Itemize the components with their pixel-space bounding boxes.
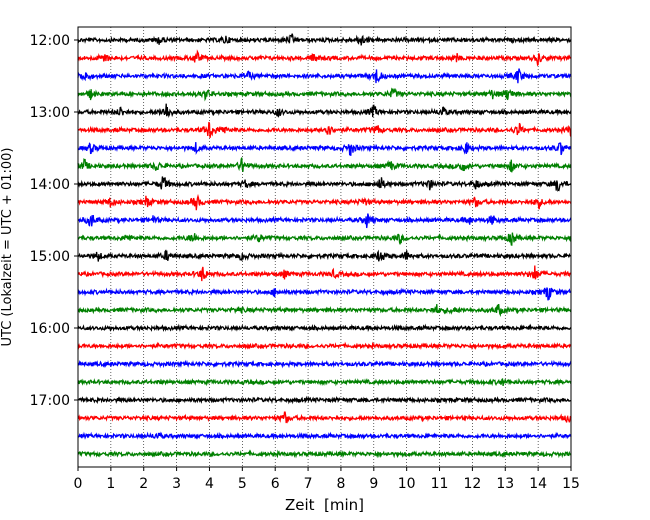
x-axis-label: Zeit [min] xyxy=(285,496,364,514)
x-tick-label: 5 xyxy=(238,476,247,492)
x-tick-label: 0 xyxy=(74,476,83,492)
trace-line xyxy=(77,287,572,301)
trace-line xyxy=(77,232,572,246)
trace-line xyxy=(77,33,572,46)
x-tick-label: 14 xyxy=(529,476,547,492)
vertical-grid xyxy=(110,27,539,467)
plot-frame xyxy=(77,26,572,468)
trace-line xyxy=(77,68,572,84)
y-tick-label: 13:00 xyxy=(30,105,70,121)
y-tick-label: 15:00 xyxy=(30,249,70,265)
y-tick-label: 17:00 xyxy=(30,393,70,409)
x-tick-label: 11 xyxy=(431,476,449,492)
x-tick-label: 7 xyxy=(304,476,313,492)
x-tick-label: 15 xyxy=(562,476,580,492)
trace-line xyxy=(77,157,572,173)
trace-line xyxy=(77,411,572,424)
y-tick-label: 12:00 xyxy=(30,33,70,49)
x-tick-label: 9 xyxy=(369,476,378,492)
trace-line xyxy=(77,377,572,387)
trace-line xyxy=(77,341,572,351)
x-tick-label: 2 xyxy=(139,476,148,492)
trace-line xyxy=(77,265,572,282)
x-tick-label: 13 xyxy=(496,476,514,492)
x-tick-label: 6 xyxy=(271,476,280,492)
trace-line xyxy=(77,176,572,192)
x-tick-label: 8 xyxy=(336,476,345,492)
trace-line xyxy=(77,49,572,67)
trace-line xyxy=(77,142,572,156)
trace-lines xyxy=(77,33,572,459)
trace-line xyxy=(77,213,572,229)
x-tick-label: 3 xyxy=(172,476,181,492)
x-tick-label: 10 xyxy=(398,476,416,492)
trace-line xyxy=(77,449,572,459)
trace-line xyxy=(77,304,572,318)
x-tick-label: 12 xyxy=(463,476,481,492)
y-tick-label: 16:00 xyxy=(30,321,70,337)
trace-line xyxy=(77,431,572,441)
trace-line xyxy=(77,323,572,333)
trace-line xyxy=(77,121,572,139)
x-tick-label: 1 xyxy=(106,476,115,492)
y-tick-label: 14:00 xyxy=(30,177,70,193)
trace-line xyxy=(77,103,572,118)
y-axis-ticks: 12:00 13:00 14:00 15:00 16:00 17:00 xyxy=(30,33,78,409)
trace-line xyxy=(77,87,572,102)
x-axis-ticks: 0 1 2 3 4 5 6 7 8 9 10 11 12 13 14 15 xyxy=(74,467,580,492)
y-axis-label: UTC (Lokalzeit = UTC + 01:00) xyxy=(0,148,15,347)
trace-line xyxy=(77,395,572,405)
trace-line xyxy=(77,193,572,211)
x-tick-label: 4 xyxy=(205,476,214,492)
trace-line xyxy=(77,359,572,369)
trace-line xyxy=(77,249,572,262)
